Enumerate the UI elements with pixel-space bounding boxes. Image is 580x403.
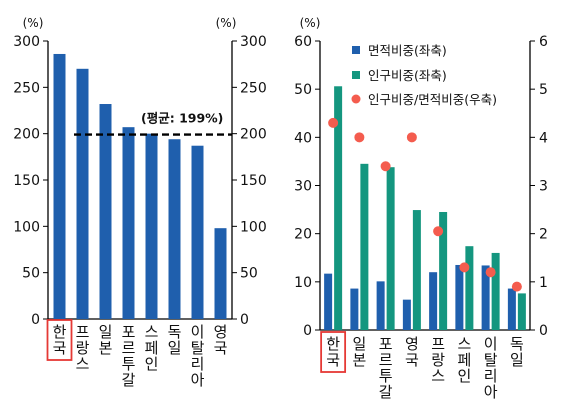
- y-tick-label-right: 150: [240, 173, 267, 189]
- y-tick-label-right: 5: [539, 82, 548, 98]
- area-bar-7: [481, 265, 490, 330]
- y-tick-label-right: 0: [240, 312, 249, 328]
- bar-1: [53, 53, 66, 320]
- population-bar-8: [517, 293, 526, 330]
- y-tick-label-left: 300: [13, 34, 40, 50]
- y-tick-label-left: 150: [13, 173, 40, 189]
- legend-label-ratio: 인구비중/면적비중(우축): [368, 92, 497, 107]
- y-tick-label-left: 250: [13, 80, 40, 96]
- area-bar-4: [402, 299, 411, 330]
- legend-swatch-population: [352, 71, 360, 79]
- y-tick-label-left: 40: [294, 130, 312, 146]
- bar-8: [214, 228, 227, 319]
- area-bar-8: [507, 288, 516, 330]
- y-tick-label-left: 0: [31, 312, 40, 328]
- y-tick-label-left: 50: [294, 82, 312, 98]
- y-tick-label-right: 4: [539, 130, 548, 146]
- y-tick-label-right: 2: [539, 227, 548, 243]
- y-tick-label-right: 0: [539, 323, 548, 339]
- area-bar-3: [376, 281, 385, 330]
- population-bar-4: [412, 210, 421, 330]
- area-bar-1: [324, 273, 333, 330]
- population-bar-5: [439, 211, 448, 330]
- area-bar-2: [350, 288, 359, 330]
- y-tick-label-right: 1: [539, 275, 548, 291]
- left-axis-unit: (%): [300, 16, 321, 30]
- y-tick-label-left: 0: [303, 323, 312, 339]
- ratio-point-1: [328, 117, 339, 128]
- y-tick-label-left: 30: [294, 179, 312, 195]
- ratio-point-5: [433, 226, 444, 237]
- y-tick-label-left: 20: [294, 227, 312, 243]
- bar-3: [99, 104, 112, 319]
- right-axis-unit: (%): [216, 16, 237, 30]
- highlight-box: [320, 331, 347, 373]
- y-tick-label-right: 3: [539, 179, 548, 195]
- y-tick-label-right: 6: [539, 34, 548, 50]
- y-tick-label-right: 300: [240, 34, 267, 50]
- population-bar-1: [334, 86, 343, 330]
- bar-6: [168, 139, 181, 319]
- ratio-point-8: [511, 281, 522, 292]
- bar-7: [191, 145, 204, 319]
- area-bar-6: [455, 264, 464, 330]
- population-bar-7: [491, 252, 500, 330]
- legend-swatch-ratio: [351, 94, 361, 104]
- bar-5: [145, 133, 158, 319]
- population-bar-2: [360, 163, 369, 330]
- ratio-point-3: [380, 161, 391, 172]
- bar-4: [122, 127, 135, 320]
- ratio-point-7: [485, 267, 496, 278]
- area-bar-5: [429, 272, 438, 330]
- y-tick-label-right: 200: [240, 127, 267, 143]
- y-tick-label-right: 100: [240, 219, 267, 235]
- y-tick-label-right: 250: [240, 80, 267, 96]
- legend-label-population: 인구비중(좌축): [368, 68, 447, 83]
- ratio-point-4: [406, 132, 417, 143]
- y-tick-label-left: 10: [294, 275, 312, 291]
- legend-swatch-area: [352, 46, 360, 54]
- population-bar-6: [465, 246, 474, 330]
- y-tick-label-left: 100: [13, 219, 40, 235]
- highlight-box: [46, 319, 73, 361]
- average-label: (평균: 199%): [141, 111, 223, 126]
- right-chart: 0 10 20 30 40 50 60 0 1 2 3 4 5 6 (%) 면적비중(좌축) 인구비중(좌축) 인…: [294, 16, 548, 401]
- population-bar-3: [386, 167, 395, 330]
- y-tick-label-right: 50: [240, 266, 258, 282]
- legend-label-area: 면적비중(좌축): [368, 43, 447, 58]
- ratio-point-6: [459, 262, 470, 273]
- y-tick-label-left: 60: [294, 34, 312, 50]
- y-tick-label-left: 200: [13, 127, 40, 143]
- y-tick-label-left: 50: [22, 266, 40, 282]
- left-axis-unit: (%): [23, 16, 44, 30]
- ratio-point-2: [354, 132, 365, 143]
- bar-2: [76, 68, 89, 319]
